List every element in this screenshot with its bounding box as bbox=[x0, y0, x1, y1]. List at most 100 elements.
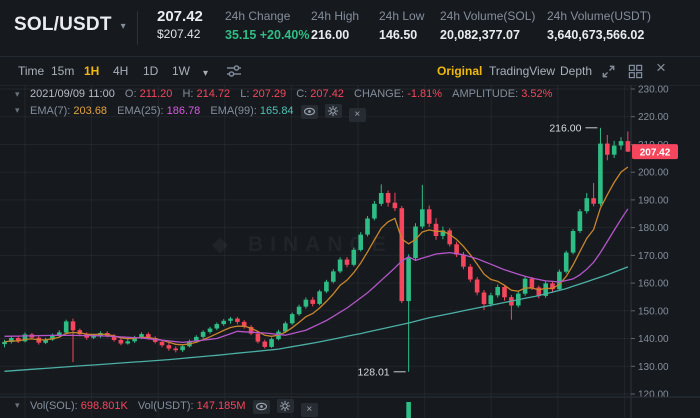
ema7-line bbox=[4, 166, 629, 346]
low-label: L: bbox=[240, 88, 250, 100]
view-tradingview[interactable]: TradingView bbox=[489, 64, 556, 78]
last-price-badge: 207.42 bbox=[632, 144, 678, 160]
ema7-label: EMA(7): bbox=[30, 105, 71, 117]
close-chart-icon[interactable]: × bbox=[656, 58, 666, 77]
interval-1d[interactable]: 1D bbox=[143, 64, 159, 78]
svg-text:180.00: 180.00 bbox=[638, 223, 669, 234]
interval-15m[interactable]: 15m bbox=[51, 64, 75, 78]
ema99-value: 165.84 bbox=[259, 105, 294, 117]
low-value: 207.29 bbox=[252, 88, 287, 100]
binance-watermark: ◆ BINANCE bbox=[212, 233, 393, 256]
svg-text:216.00: 216.00 bbox=[549, 122, 581, 134]
vol-sol-label: Vol(SOL): bbox=[30, 400, 78, 412]
svg-text:170.00: 170.00 bbox=[638, 251, 669, 262]
last-price-block: 207.42 $207.42 bbox=[157, 7, 203, 42]
view-original[interactable]: Original bbox=[437, 64, 483, 78]
svg-text:140.00: 140.00 bbox=[638, 334, 669, 345]
stat-value: 35.15 +20.40% bbox=[225, 28, 310, 42]
ema-indicator-row: EMA(7): 203.68 EMA(25): 186.78 EMA(99): … bbox=[30, 104, 366, 122]
candles-group bbox=[2, 127, 631, 372]
amplitude-label: AMPLITUDE: bbox=[452, 88, 519, 100]
volume-visibility-eye-icon[interactable] bbox=[252, 399, 270, 414]
svg-text:220.00: 220.00 bbox=[638, 112, 669, 123]
interval-time[interactable]: Time bbox=[18, 64, 45, 78]
view-depth[interactable]: Depth bbox=[560, 64, 593, 78]
svg-text:207.42: 207.42 bbox=[640, 147, 671, 158]
svg-text:230.00: 230.00 bbox=[638, 85, 669, 96]
grid-vertical bbox=[24, 85, 625, 418]
volume-remove-icon[interactable]: × bbox=[300, 403, 318, 417]
open-value: 211.20 bbox=[139, 88, 173, 100]
price-annotation: 216.00 bbox=[549, 122, 598, 134]
ema25-line bbox=[4, 208, 629, 344]
chart-toolbar: Time 15m 1H 4H 1D 1W ▾ Original TradingV… bbox=[0, 57, 700, 86]
volume-row-collapse-icon[interactable]: ▾ bbox=[15, 400, 20, 410]
high-value: 214.72 bbox=[196, 88, 231, 100]
ema-row-collapse-icon[interactable]: ▾ bbox=[15, 105, 20, 115]
stat-label: 24h Change bbox=[225, 9, 291, 23]
price-chart-canvas[interactable]: ◆ BINANCE 216.00 128.01230.00220.00210.0… bbox=[0, 85, 700, 418]
stat-24h-change: 24h Change 35.15 +20.40% bbox=[225, 8, 309, 44]
last-price: 207.42 bbox=[157, 8, 203, 25]
svg-text:160.00: 160.00 bbox=[638, 279, 669, 290]
interval-1w[interactable]: 1W bbox=[172, 64, 190, 78]
stat-value: 216.00 bbox=[311, 28, 350, 42]
stat-label: 24h Volume(USDT) bbox=[547, 9, 652, 23]
chevron-down-icon: ▾ bbox=[120, 20, 126, 32]
svg-text:200.00: 200.00 bbox=[638, 168, 669, 179]
ema25-value: 186.78 bbox=[166, 105, 201, 117]
volume-bar bbox=[406, 402, 411, 418]
svg-text:120.00: 120.00 bbox=[638, 390, 669, 401]
svg-text:150.00: 150.00 bbox=[638, 306, 669, 317]
stat-24h-high: 24h High 216.00 bbox=[311, 8, 359, 44]
market-header: SOL/USDT ▾ 207.42 $207.42 24h Change 35.… bbox=[0, 0, 700, 57]
y-axis-labels[interactable]: 230.00220.00210.00200.00190.00180.00170.… bbox=[631, 85, 669, 401]
vol-usdt-label: Vol(USDT): bbox=[137, 400, 194, 412]
more-intervals-chevron-icon[interactable]: ▾ bbox=[203, 68, 209, 79]
interval-1h[interactable]: 1H bbox=[84, 64, 100, 78]
stat-value: 3,640,673,566.02 bbox=[547, 28, 645, 42]
stat-24h-volume-usdt: 24h Volume(USDT) 3,640,673,566.02 bbox=[547, 8, 651, 44]
change-value: -1.81% bbox=[407, 88, 443, 100]
symbol-selector[interactable]: SOL/USDT ▾ bbox=[14, 14, 126, 36]
amplitude-value: 3.52% bbox=[521, 88, 553, 100]
vol-sol-value: 698.801K bbox=[80, 400, 128, 412]
stat-label: 24h Volume(SOL) bbox=[440, 9, 536, 23]
svg-text:128.01: 128.01 bbox=[358, 366, 390, 378]
volume-indicator-row: Vol(SOL): 698.801K Vol(USDT): 147.185M × bbox=[30, 399, 318, 417]
stat-label: 24h Low bbox=[379, 9, 425, 23]
ema25-label: EMA(25): bbox=[117, 105, 164, 117]
svg-text:130.00: 130.00 bbox=[638, 362, 669, 373]
stat-24h-low: 24h Low 146.50 bbox=[379, 8, 424, 44]
ema99-line bbox=[4, 266, 629, 372]
symbol-name: SOL/USDT bbox=[14, 14, 112, 35]
ohlc-info-row: 2021/09/09 11:00 O: 211.20 H: 214.72 L: … bbox=[30, 88, 552, 100]
candle-datetime: 2021/09/09 11:00 bbox=[30, 88, 115, 100]
high-label: H: bbox=[182, 88, 194, 100]
last-price-fiat: $207.42 bbox=[157, 27, 201, 41]
stat-label: 24h High bbox=[311, 9, 360, 23]
stat-24h-volume-sol: 24h Volume(SOL) 20,082,377.07 bbox=[440, 8, 535, 44]
ema7-value: 203.68 bbox=[73, 105, 108, 117]
ema-remove-icon[interactable]: × bbox=[348, 108, 366, 122]
stat-value: 20,082,377.07 bbox=[440, 28, 520, 42]
stat-value: 146.50 bbox=[379, 28, 418, 42]
ema-settings-gear-icon[interactable] bbox=[324, 104, 342, 118]
price-annotation: 128.01 bbox=[358, 366, 406, 378]
open-label: O: bbox=[124, 88, 137, 100]
fullscreen-expand-icon[interactable] bbox=[601, 63, 616, 79]
change-label: CHANGE: bbox=[354, 88, 405, 100]
close-value: 207.42 bbox=[310, 88, 344, 100]
indicator-settings-icon[interactable] bbox=[226, 63, 242, 79]
volume-settings-gear-icon[interactable] bbox=[276, 399, 294, 413]
ohlc-row-collapse-icon[interactable]: ▾ bbox=[15, 89, 20, 99]
ema-visibility-eye-icon[interactable] bbox=[300, 104, 318, 119]
layout-grid-icon[interactable] bbox=[628, 63, 643, 79]
ema99-label: EMA(99): bbox=[210, 105, 257, 117]
vol-usdt-value: 147.185M bbox=[196, 400, 246, 412]
header-divider bbox=[137, 11, 138, 45]
close-label: C: bbox=[296, 88, 308, 100]
svg-text:190.00: 190.00 bbox=[638, 195, 669, 206]
interval-4h[interactable]: 4H bbox=[113, 64, 129, 78]
